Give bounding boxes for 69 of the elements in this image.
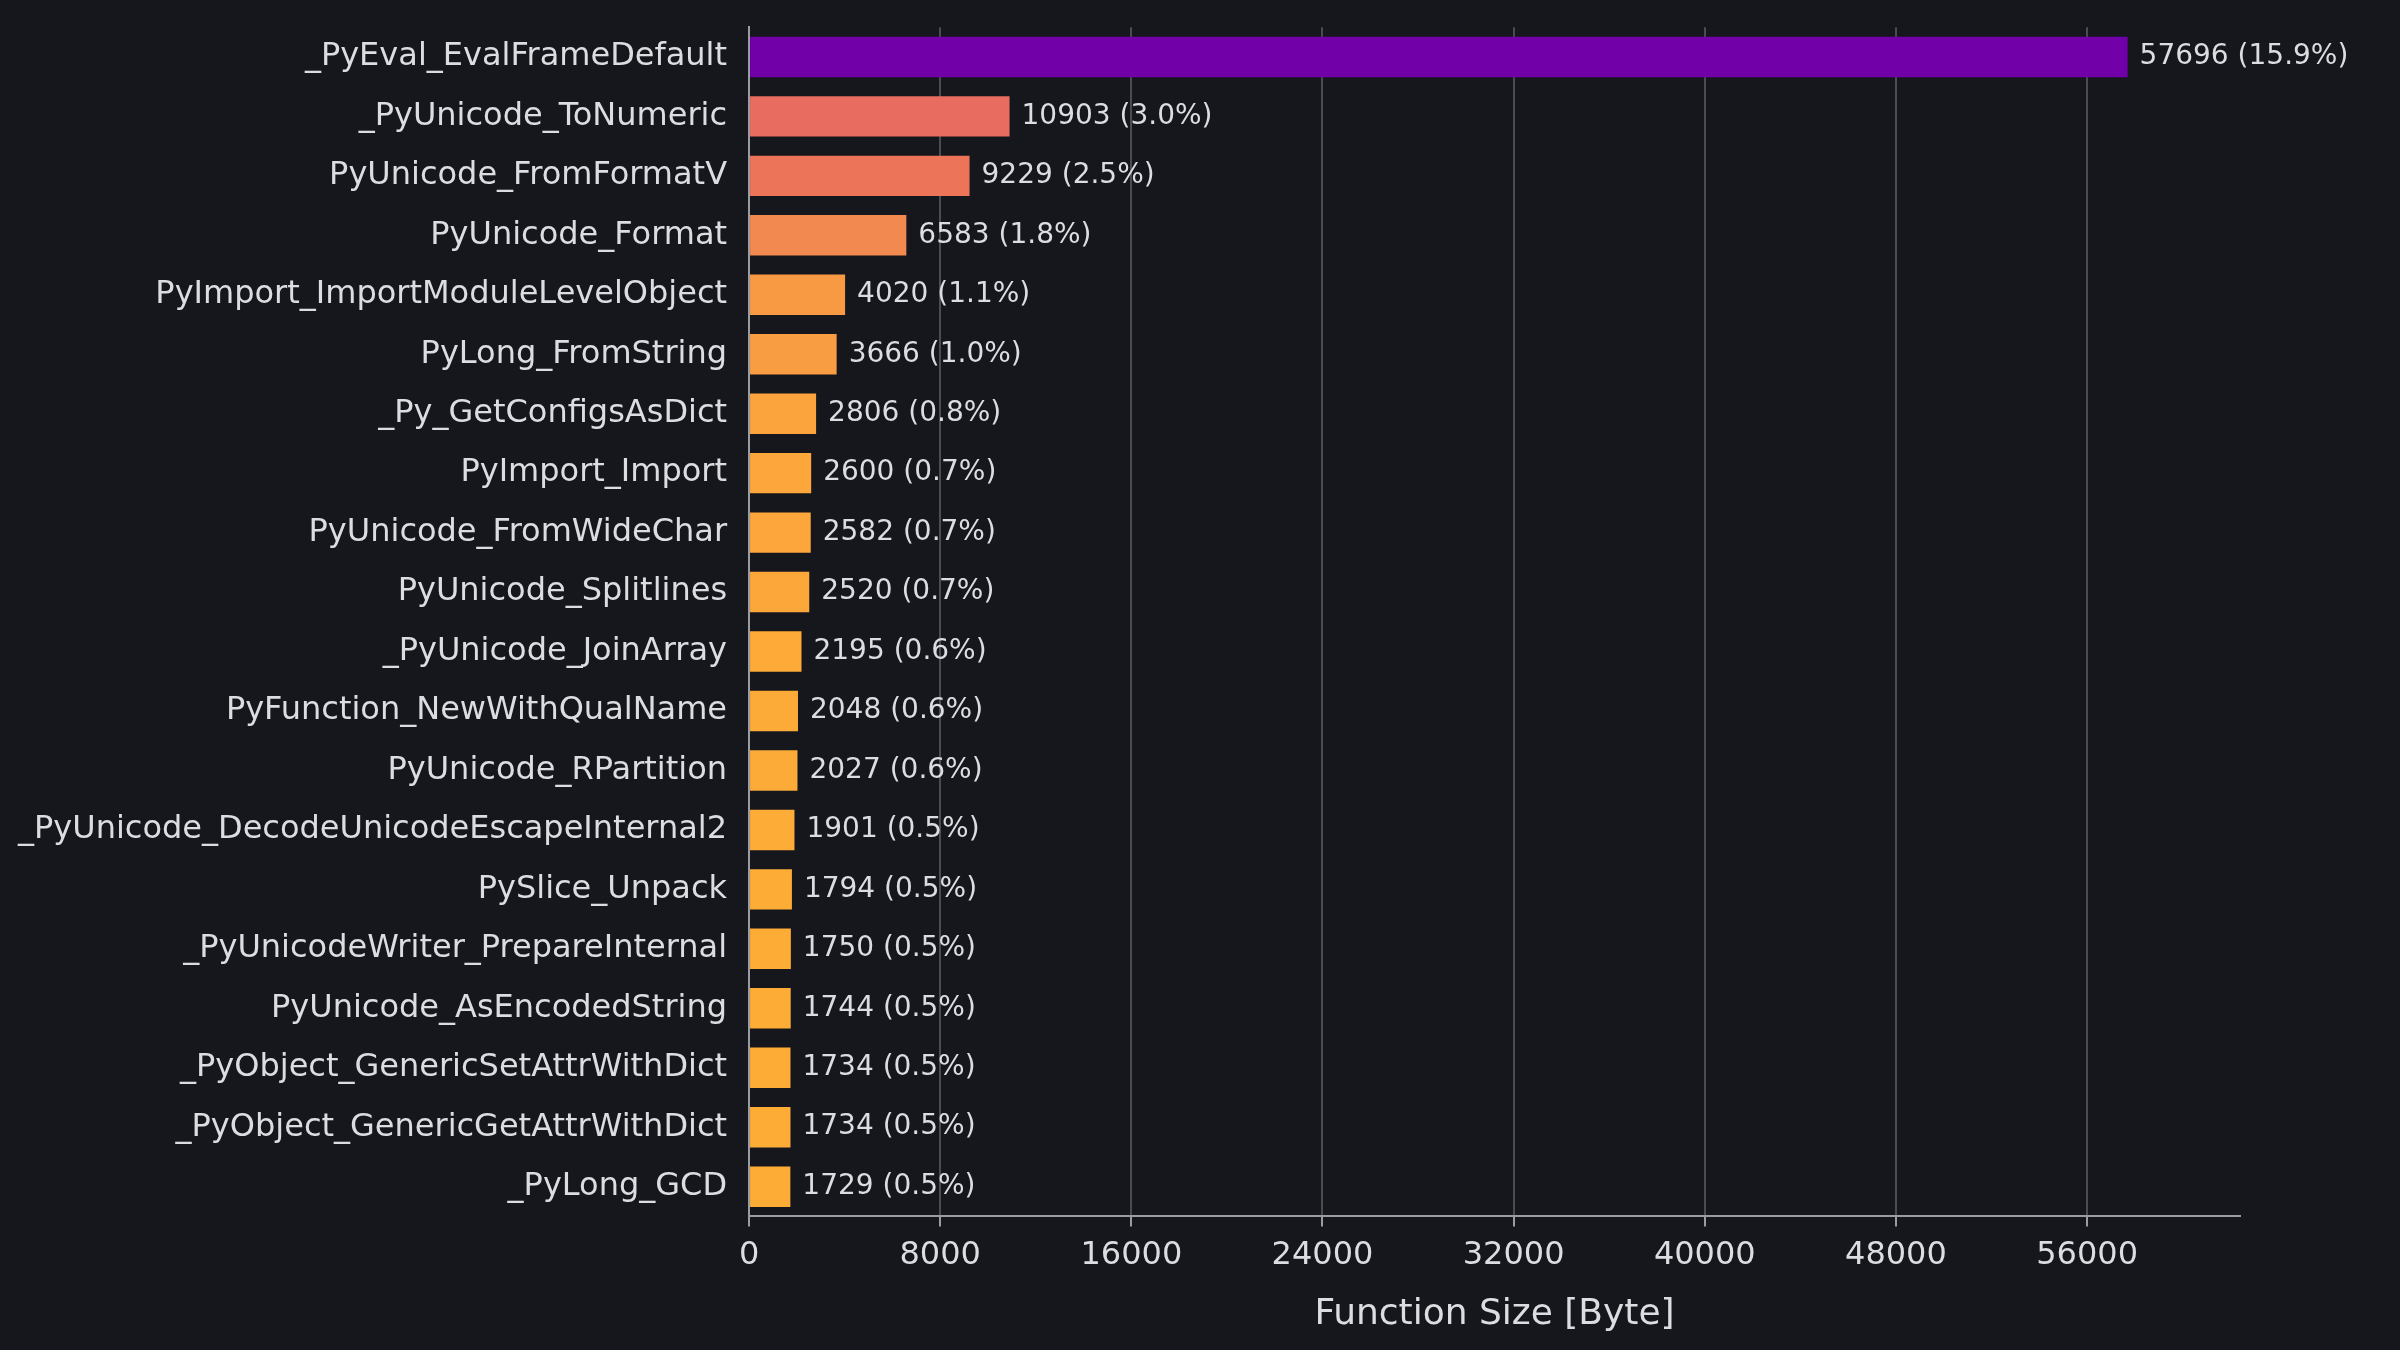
x-axis-title: Function Size [Byte] xyxy=(1314,1290,1675,1332)
bar xyxy=(750,96,1010,137)
bar xyxy=(750,690,798,732)
bar xyxy=(750,988,791,1029)
bar xyxy=(750,631,802,672)
data-label: 1734 (0.5%) xyxy=(802,1108,976,1142)
bar xyxy=(750,869,792,910)
data-label: 2048 (0.6%) xyxy=(809,692,984,726)
data-label: 1794 (0.5%) xyxy=(803,870,978,904)
data-label: 1744 (0.5%) xyxy=(802,989,976,1023)
bar xyxy=(750,36,2128,78)
y-tick-label: _PyObject_GenericSetAttrWithDict xyxy=(179,1046,728,1085)
x-tick-label: 8000 xyxy=(899,1233,981,1272)
y-tick-label: PyImport_ImportModuleLevelObject xyxy=(155,273,728,312)
y-tick-label: PyUnicode_FromWideChar xyxy=(308,510,728,549)
y-tick-label: _PyEval_EvalFrameDefault xyxy=(303,35,728,74)
data-label: 4020 (1.1%) xyxy=(857,276,1031,310)
data-label: 2195 (0.6%) xyxy=(813,632,987,666)
x-tick-label: 56000 xyxy=(2036,1233,2138,1272)
bar xyxy=(750,571,810,613)
y-tick-label: PyUnicode_Splitlines xyxy=(397,570,728,609)
bar xyxy=(750,452,812,494)
x-tick-label: 0 xyxy=(738,1233,760,1272)
y-tick-label: PyUnicode_RPartition xyxy=(387,748,728,787)
bar xyxy=(750,512,811,553)
data-label: 1901 (0.5%) xyxy=(806,811,980,845)
data-label: 6583 (1.8%) xyxy=(918,216,1092,250)
y-tick-label: PyUnicode_Format xyxy=(430,213,728,252)
y-tick-label: PyUnicode_AsEncodedString xyxy=(271,986,728,1025)
bar xyxy=(750,928,791,970)
x-tick-label: 40000 xyxy=(1653,1233,1756,1272)
y-tick-label: _PyLong_GCD xyxy=(506,1164,728,1203)
data-label: 1729 (0.5%) xyxy=(802,1167,976,1201)
data-label: 2027 (0.6%) xyxy=(809,751,983,785)
bar xyxy=(750,155,970,197)
y-tick-label: _PyUnicode_DecodeUnicodeEscapeInternal2 xyxy=(17,808,728,847)
bar xyxy=(750,750,798,791)
data-label: 1750 (0.5%) xyxy=(802,930,976,964)
data-label: 2582 (0.7%) xyxy=(822,513,996,547)
y-tick-label: _PyUnicodeWriter_PrepareInternal xyxy=(182,927,728,966)
data-label: 2520 (0.7%) xyxy=(821,573,995,607)
y-tick-label: PyFunction_NewWithQualName xyxy=(225,689,728,728)
data-label: 9229 (2.5%) xyxy=(981,157,1155,191)
y-tick-label: PyUnicode_FromFormatV xyxy=(329,154,728,193)
data-label: 3666 (1.0%) xyxy=(848,335,1022,369)
data-label: 2806 (0.8%) xyxy=(828,394,1002,428)
bar xyxy=(750,1166,791,1207)
bar xyxy=(750,334,837,375)
bar xyxy=(750,393,817,434)
x-tick-label: 16000 xyxy=(1080,1233,1183,1272)
data-label: 10903 (3.0%) xyxy=(1021,97,1213,131)
y-tick-label: _PyObject_GenericGetAttrWithDict xyxy=(174,1105,728,1144)
y-tick-label: _PyUnicode_ToNumeric xyxy=(357,94,728,133)
bar xyxy=(750,215,907,256)
x-tick-label: 48000 xyxy=(1845,1233,1947,1272)
y-tick-label: PySlice_Unpack xyxy=(477,867,728,906)
bar xyxy=(750,809,795,851)
x-tick-label: 32000 xyxy=(1462,1233,1565,1272)
bar xyxy=(750,1047,791,1088)
data-label: 57696 (15.9%) xyxy=(2139,38,2349,72)
y-tick-label: PyLong_FromString xyxy=(420,332,728,371)
data-label: 2600 (0.7%) xyxy=(823,454,997,488)
y-tick-label: PyImport_Import xyxy=(460,451,728,490)
y-tick-label: _PyUnicode_JoinArray xyxy=(381,629,728,668)
x-tick-label: 24000 xyxy=(1271,1233,1374,1272)
bar xyxy=(750,274,846,315)
data-label: 1734 (0.5%) xyxy=(802,1049,976,1083)
y-tick-label: _Py_GetConfigsAsDict xyxy=(377,392,728,430)
bar xyxy=(750,1106,791,1148)
